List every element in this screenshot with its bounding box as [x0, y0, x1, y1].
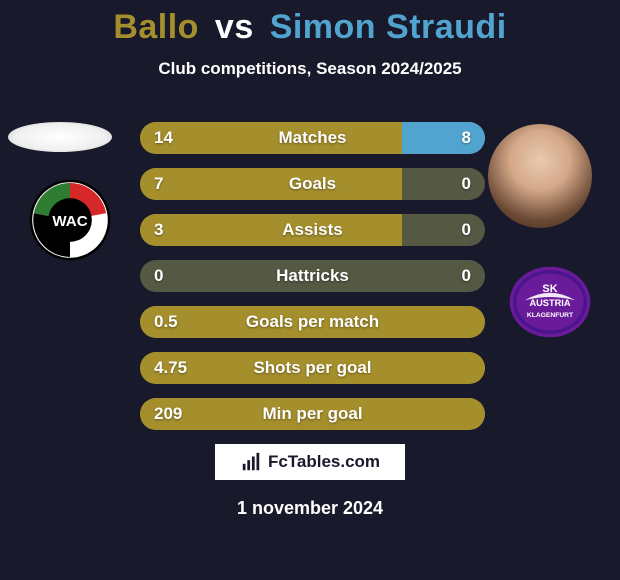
stat-label: Goals per match	[140, 306, 485, 338]
stat-row: Goals7 0	[140, 168, 485, 200]
stat-label: Matches	[140, 122, 485, 154]
stat-row: Hattricks0 0	[140, 260, 485, 292]
stat-label: Hattricks	[140, 260, 485, 292]
stat-row: Shots per goal4.75	[140, 352, 485, 384]
stat-label: Assists	[140, 214, 485, 246]
stat-value-left: 0.5	[154, 306, 178, 338]
stat-value-left: 209	[154, 398, 182, 430]
comparison-bars: Matches148Goals70Assists30Hattricks00Goa…	[140, 122, 485, 444]
stat-value-right: 0	[462, 260, 471, 292]
vs-text: vs	[215, 8, 254, 46]
stat-value-right: 8	[462, 122, 471, 154]
stat-value-right: 0	[462, 214, 471, 246]
stat-value-left: 14	[154, 122, 173, 154]
player-right-name: Simon Straudi	[270, 8, 507, 46]
stat-value-left: 3	[154, 214, 163, 246]
player-right-avatar	[488, 124, 592, 228]
club-left-badge-text: WAC	[52, 213, 87, 230]
chart-icon	[240, 451, 262, 473]
stat-value-left: 0	[154, 260, 163, 292]
stat-value-right: 0	[462, 168, 471, 200]
stat-row: Min per goal209	[140, 398, 485, 430]
comparison-title: Ballo vs Simon Straudi	[0, 0, 620, 47]
fctables-logo: FcTables.com	[215, 444, 405, 480]
club-right-badge-text-top: SK	[542, 283, 557, 295]
stat-row: Goals per match0.5	[140, 306, 485, 338]
stat-value-left: 7	[154, 168, 163, 200]
fctables-logo-text: FcTables.com	[268, 452, 380, 472]
footer-date: 1 november 2024	[0, 498, 620, 519]
stat-label: Shots per goal	[140, 352, 485, 384]
stat-label: Goals	[140, 168, 485, 200]
player-left-name: Ballo	[113, 8, 199, 46]
stat-value-left: 4.75	[154, 352, 187, 384]
player-left-avatar	[8, 122, 112, 152]
club-right-badge-text-mid: AUSTRIA	[529, 298, 570, 308]
stat-row: Matches14 8	[140, 122, 485, 154]
club-left-badge: WAC	[28, 178, 112, 262]
club-right-badge: SK AUSTRIA KLAGENFURT	[508, 260, 592, 344]
comparison-subtitle: Club competitions, Season 2024/2025	[0, 59, 620, 79]
club-right-badge-text-bot: KLAGENFURT	[527, 312, 574, 319]
stat-row: Assists3 0	[140, 214, 485, 246]
stat-label: Min per goal	[140, 398, 485, 430]
